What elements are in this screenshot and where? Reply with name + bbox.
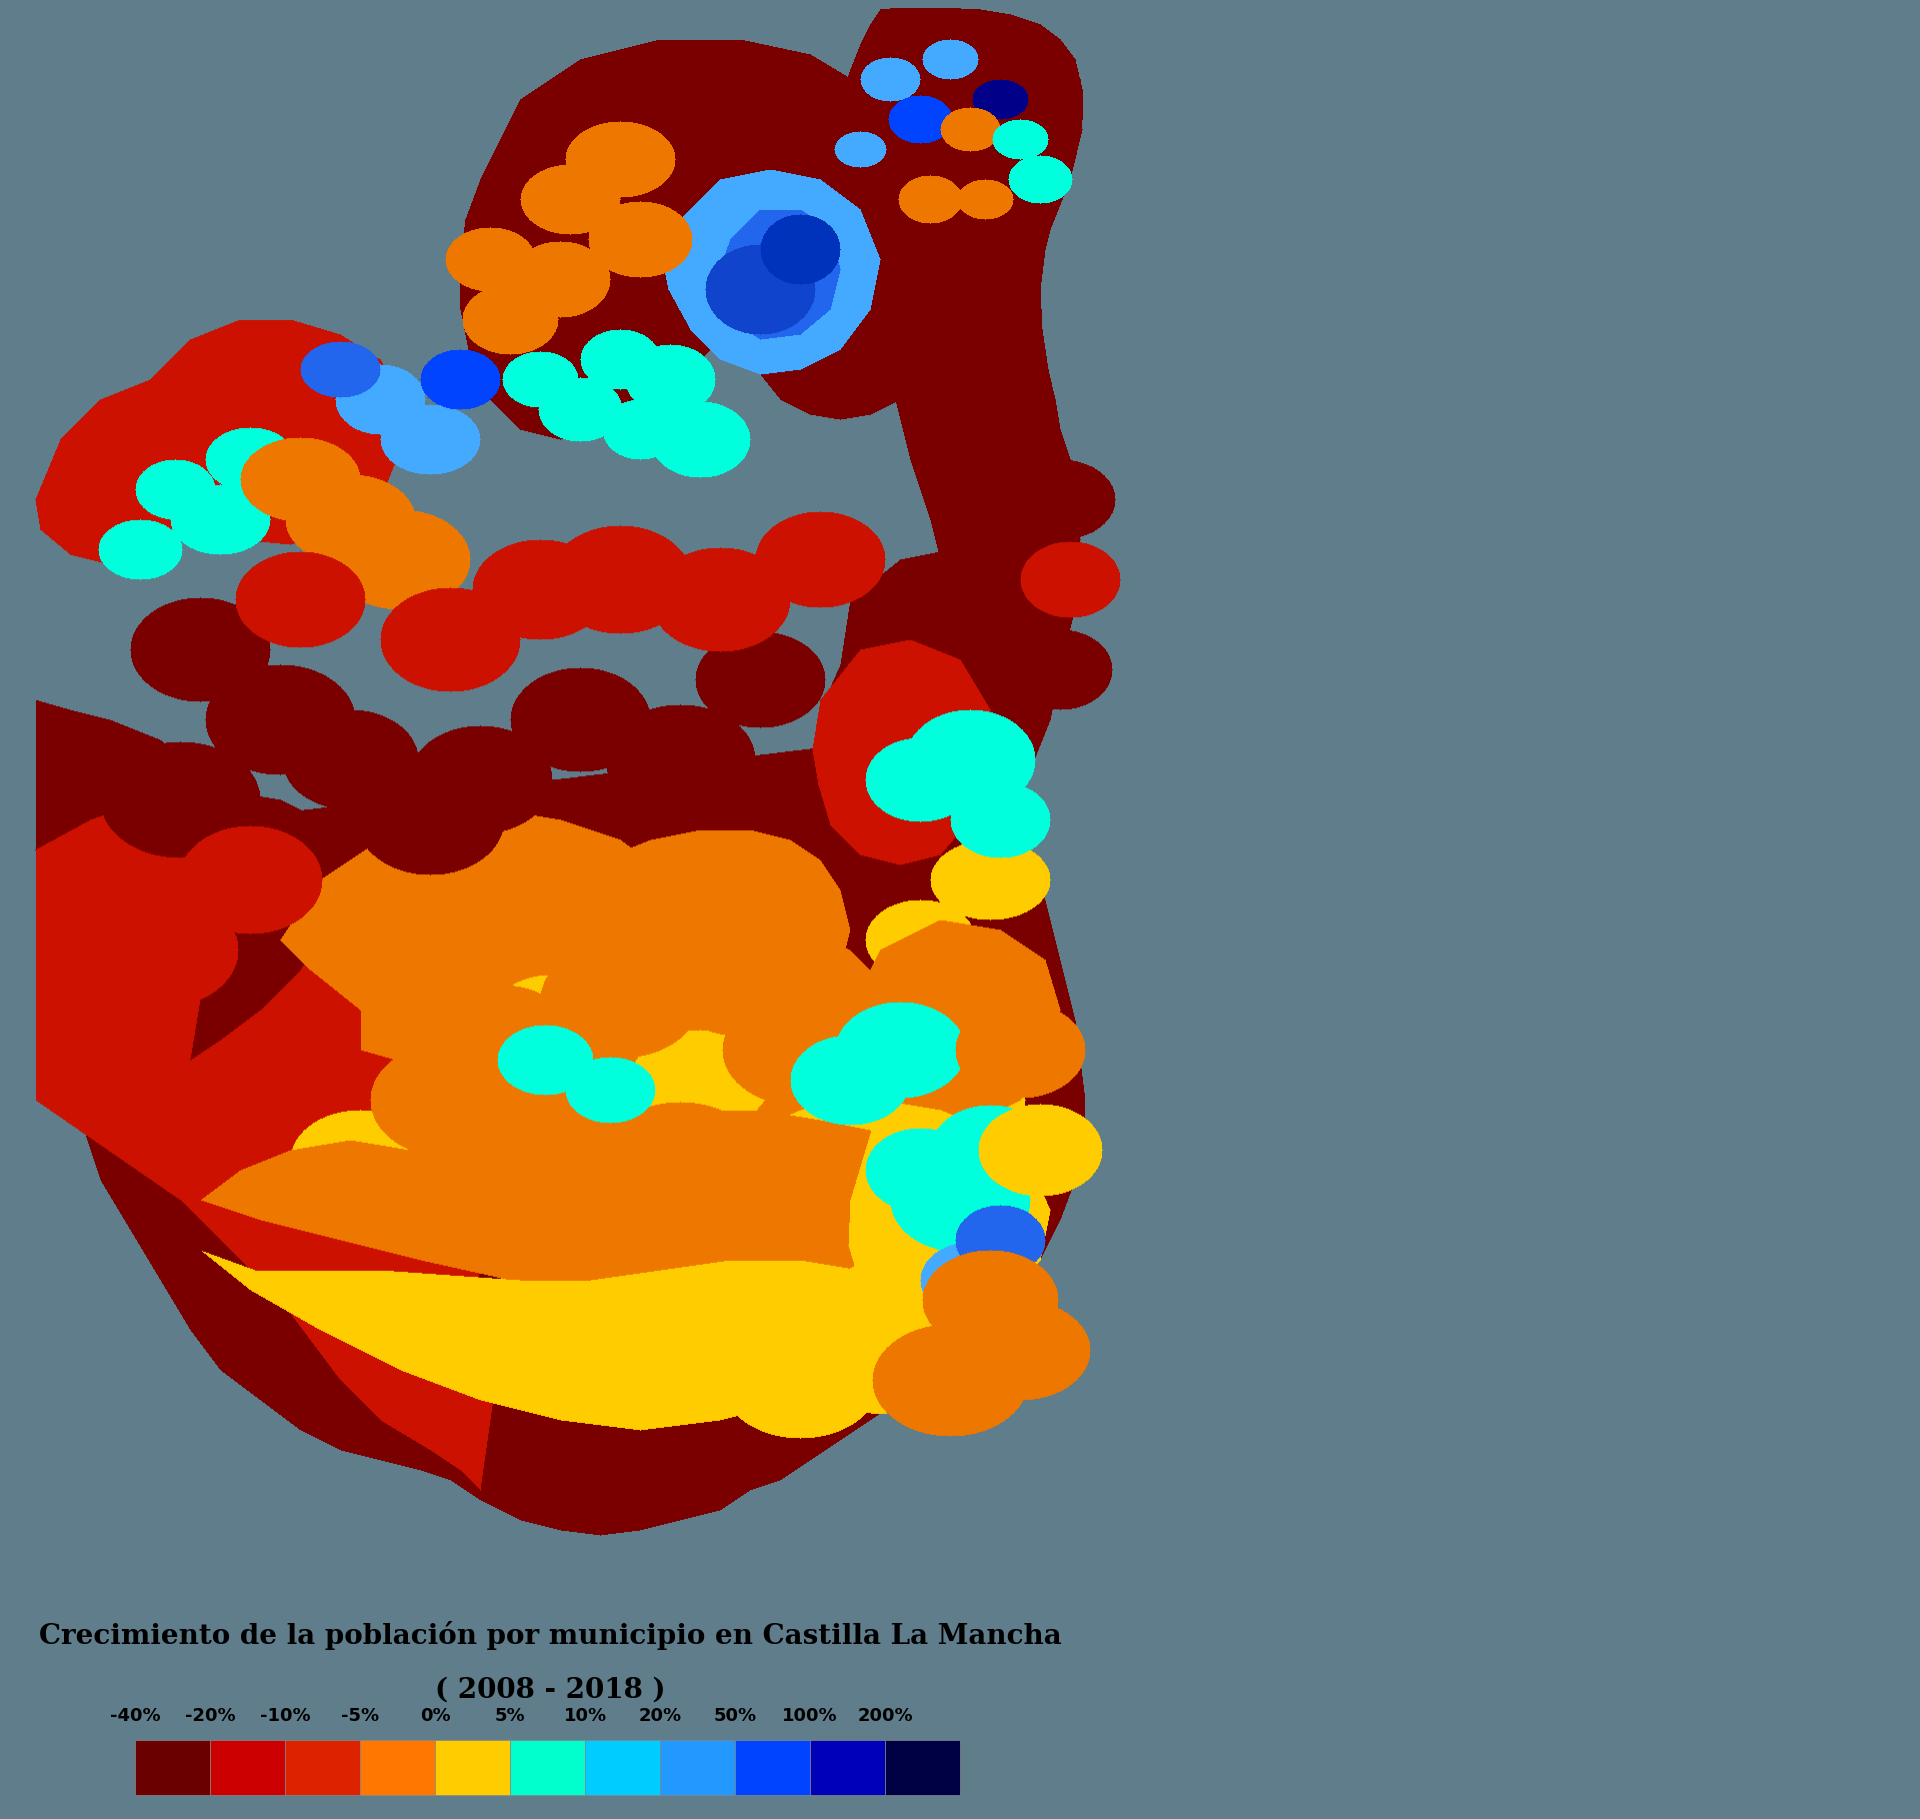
FancyBboxPatch shape xyxy=(660,1741,735,1795)
Text: Crecimiento de la población por municipio en Castilla La Mancha: Crecimiento de la población por municipi… xyxy=(38,1621,1062,1650)
Text: -40%: -40% xyxy=(109,1706,159,1724)
Text: -5%: -5% xyxy=(342,1706,378,1724)
Text: ( 2008 - 2018 ): ( 2008 - 2018 ) xyxy=(434,1677,664,1704)
Text: 200%: 200% xyxy=(856,1706,912,1724)
Text: 100%: 100% xyxy=(781,1706,837,1724)
FancyBboxPatch shape xyxy=(436,1741,511,1795)
FancyBboxPatch shape xyxy=(885,1741,960,1795)
FancyBboxPatch shape xyxy=(586,1741,660,1795)
Text: 5%: 5% xyxy=(495,1706,526,1724)
FancyBboxPatch shape xyxy=(134,1741,209,1795)
FancyBboxPatch shape xyxy=(209,1741,284,1795)
Text: -20%: -20% xyxy=(184,1706,236,1724)
Text: 20%: 20% xyxy=(639,1706,682,1724)
FancyBboxPatch shape xyxy=(511,1741,586,1795)
Text: 0%: 0% xyxy=(420,1706,451,1724)
FancyBboxPatch shape xyxy=(361,1741,436,1795)
Text: 10%: 10% xyxy=(563,1706,607,1724)
Text: -10%: -10% xyxy=(259,1706,311,1724)
FancyBboxPatch shape xyxy=(284,1741,361,1795)
FancyBboxPatch shape xyxy=(810,1741,885,1795)
FancyBboxPatch shape xyxy=(735,1741,810,1795)
Text: 50%: 50% xyxy=(714,1706,756,1724)
